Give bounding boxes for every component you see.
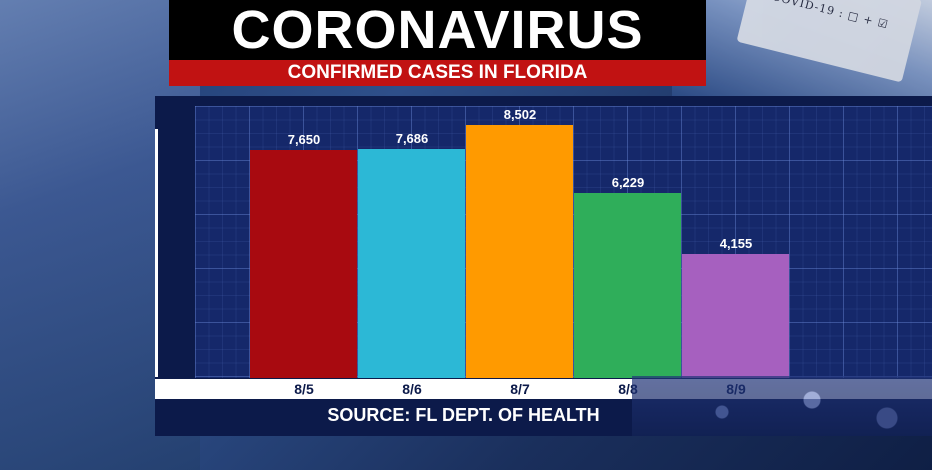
x-tick-label: 8/7 xyxy=(510,381,530,397)
background-right: COVID-19 : □ + ☑ xyxy=(672,0,932,100)
covid-test-tube: COVID-19 : □ + ☑ xyxy=(736,0,922,83)
bar-8-9 xyxy=(682,254,789,378)
bar-8-5 xyxy=(250,150,357,378)
bar-value-label: 6,229 xyxy=(611,174,645,190)
y-axis-line xyxy=(155,129,158,377)
source-text: SOURCE: FL DEPT. OF HEALTH xyxy=(327,405,600,425)
x-tick-label: 8/6 xyxy=(402,381,422,397)
bar-value-label: 7,650 xyxy=(287,132,321,148)
virus-decoration xyxy=(632,376,932,436)
bar-8-6 xyxy=(358,149,465,378)
page-title: CORONAVIRUS xyxy=(231,0,644,60)
bar-value-label: 4,155 xyxy=(719,236,753,252)
bar-value-label: 8,502 xyxy=(503,106,537,122)
x-tick-label: 8/5 xyxy=(294,381,314,397)
subtitle-banner: CONFIRMED CASES IN FLORIDA xyxy=(169,60,706,86)
covid-tube-label: COVID-19 : □ + ☑ xyxy=(770,0,890,32)
title-banner: CORONAVIRUS xyxy=(169,0,706,60)
bar-8-8 xyxy=(574,192,681,378)
bar-value-label: 7,686 xyxy=(395,131,429,147)
bar-8-7 xyxy=(466,124,573,378)
page-subtitle: CONFIRMED CASES IN FLORIDA xyxy=(287,62,588,83)
